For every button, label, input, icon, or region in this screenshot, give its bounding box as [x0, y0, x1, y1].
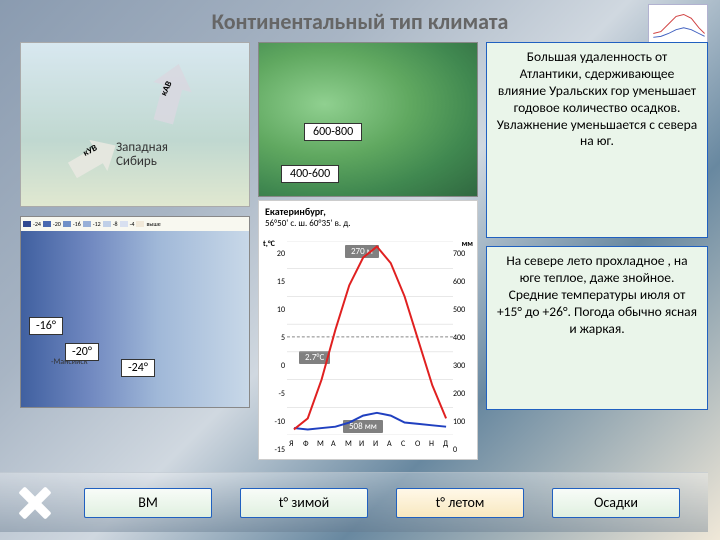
slide-title: Континентальный тип климата — [0, 8, 720, 35]
temp-label-24: -24° — [121, 359, 155, 377]
bottom-toolbar: ВМ t° зимой t° летом Осадки — [0, 472, 708, 532]
chart-coords: 56°50' с. ш. 60°35' в. д. — [259, 218, 477, 229]
summer-temp-text: На севере лето прохладное , на юге тепло… — [486, 246, 708, 410]
button-t-summer[interactable]: t° летом — [396, 488, 524, 518]
precipitation-text: Большая удаленность от Атлантики, сдержи… — [486, 42, 708, 238]
precip-label-400-600: 400-600 — [281, 165, 339, 183]
temp-label-16: -16° — [29, 317, 63, 335]
precip-label-600-800: 600-800 — [304, 123, 362, 141]
y-left-label: t,°C — [263, 239, 275, 249]
y-right-label: мм — [462, 239, 473, 249]
winter-temp-map: -24-20-16-12-8-4выше -Мансийск -16° -20°… — [20, 216, 250, 408]
region-label: ЗападнаяСибирь — [116, 141, 168, 170]
temp-legend: -24-20-16-12-8-4выше — [21, 217, 249, 231]
temp-label-20: -20° — [65, 343, 99, 361]
button-vm[interactable]: ВМ — [84, 488, 212, 518]
thumbnail-chart[interactable] — [648, 4, 708, 44]
close-icon[interactable] — [14, 482, 56, 524]
button-precip[interactable]: Осадки — [552, 488, 680, 518]
climate-chart: Екатеринбург, 56°50' с. ш. 60°35' в. д. … — [258, 200, 478, 460]
button-t-winter[interactable]: t° зимой — [240, 488, 368, 518]
precipitation-map: 100-200400-500800-1600200-400500-8001600… — [258, 42, 478, 197]
air-mass-map: кАВ кУВ ЗападнаяСибирь — [20, 42, 250, 207]
chart-city: Екатеринбург, — [259, 201, 477, 218]
